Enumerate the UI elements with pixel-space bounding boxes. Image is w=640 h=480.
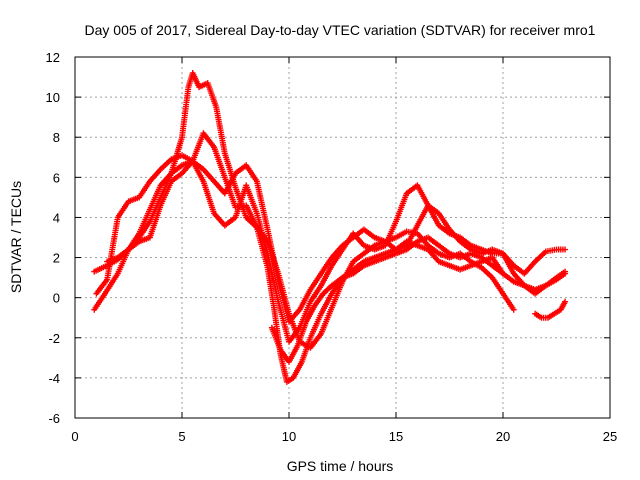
grid — [75, 57, 610, 418]
y-tick-label: 6 — [53, 170, 60, 185]
y-tick-label: 2 — [53, 251, 60, 266]
x-tick-label: 10 — [282, 429, 296, 444]
data-point — [510, 306, 517, 313]
data-points — [91, 70, 569, 385]
x-tick-label: 20 — [496, 429, 510, 444]
x-tick-label: 15 — [389, 429, 403, 444]
data-point — [562, 298, 569, 305]
y-tick-label: -4 — [48, 371, 60, 386]
y-tick-label: -6 — [48, 411, 60, 426]
series-track-1 — [91, 70, 517, 351]
x-tick-label: 0 — [71, 429, 78, 444]
series-track-3 — [93, 152, 569, 345]
y-axis-label: SDTVAR / TECUs — [8, 181, 24, 293]
series-track-4 — [104, 158, 569, 325]
y-tick-labels: -6 -4 -2 0 2 4 6 8 10 12 — [46, 50, 60, 426]
x-tick-label: 5 — [178, 429, 185, 444]
chart-title: Day 005 of 2017, Sidereal Day-to-day VTE… — [85, 22, 596, 38]
axis-ticks — [74, 56, 611, 419]
x-tick-labels: 0 5 10 15 20 25 — [71, 429, 617, 444]
series-track-6 — [532, 298, 569, 321]
x-tick-label: 25 — [603, 429, 617, 444]
y-tick-label: 4 — [53, 210, 60, 225]
x-axis-label: GPS time / hours — [287, 458, 394, 474]
y-tick-label: 8 — [53, 130, 60, 145]
data-point — [562, 246, 569, 253]
y-tick-label: 0 — [53, 291, 60, 306]
y-tick-label: 12 — [46, 50, 60, 65]
plot-frame — [74, 56, 611, 419]
y-tick-label: -2 — [48, 331, 60, 346]
data-point — [562, 270, 569, 277]
series-track-5 — [268, 234, 569, 365]
y-tick-label: 10 — [46, 90, 60, 105]
